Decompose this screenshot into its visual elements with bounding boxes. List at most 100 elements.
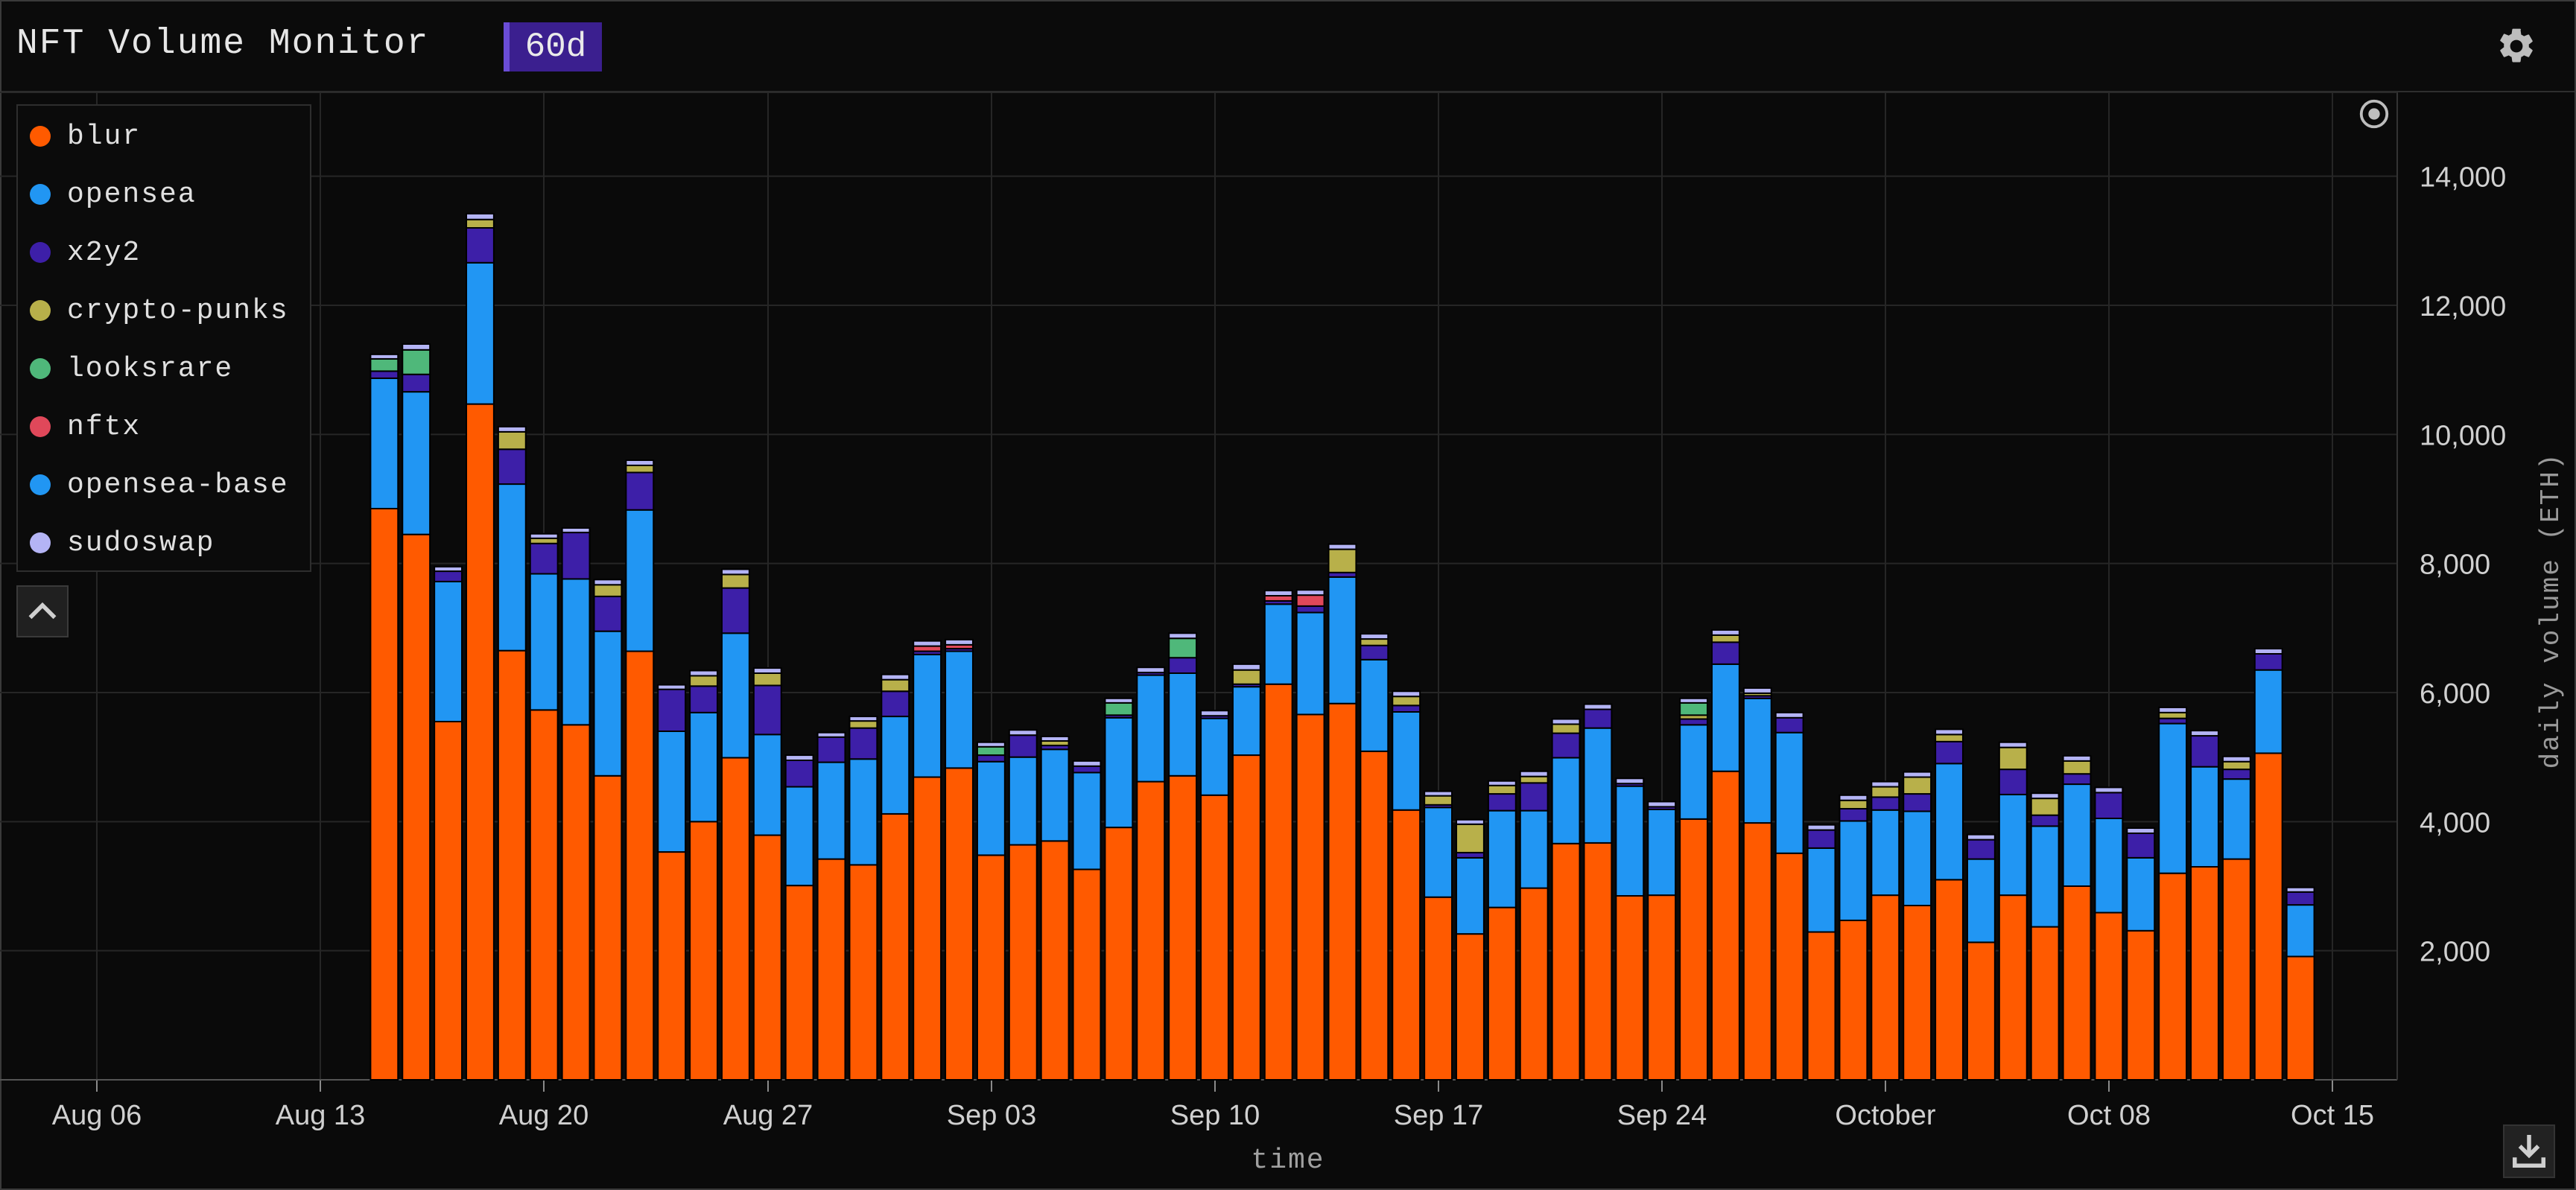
bar-sudoswap [1487,780,1517,786]
bar-blur [2158,872,2188,1081]
legend-item-x2y2[interactable]: x2y2 [30,234,141,271]
bar-x2y2 [2062,773,2092,786]
gear-icon[interactable] [2496,25,2537,67]
bar-x2y2 [2253,653,2283,671]
bar-opensea [657,731,687,853]
legend-item-nftx[interactable]: nftx [30,408,141,445]
legend-label: blur [67,120,142,153]
bar-opensea [497,483,527,652]
bar-blur [1424,896,1453,1081]
legend-item-blur[interactable]: blur [30,118,141,155]
bar-crypto-punks [466,218,495,229]
bar-blur [466,403,495,1081]
bar-opensea [752,734,782,836]
legend-item-looksrare[interactable]: looksrare [30,350,233,387]
bar-looksrare [369,357,399,372]
bar-crypto-punks [848,720,878,729]
bar-blur [945,767,974,1081]
bar-crypto-punks [1871,786,1900,798]
bar-sudoswap [2126,827,2156,834]
bar-x2y2 [402,373,431,393]
bar-opensea [1136,674,1166,783]
download-button[interactable] [2503,1124,2555,1178]
x-tick-label: Sep 24 [1617,1100,1707,1131]
bar-x2y2 [1871,796,1900,811]
x-axis-title: time [1251,1145,1325,1177]
bar-sudoswap [913,640,942,647]
bar-x2y2 [2094,792,2124,819]
bar-blur [657,851,687,1081]
target-icon[interactable] [2357,97,2391,131]
bar-x2y2 [1551,732,1581,759]
x-tick-label: October [1835,1100,1936,1131]
bar-crypto-punks [2062,760,2092,775]
legend-label: sudoswap [67,526,215,559]
bar-sudoswap [1360,633,1389,640]
collapse-legend-button[interactable] [16,585,69,637]
bar-blur [593,774,623,1081]
x-tick-label: Oct 08 [2067,1100,2151,1131]
bar-blur [720,757,750,1081]
bar-opensea [2190,766,2219,868]
bar-sudoswap [466,212,495,220]
bar-sudoswap [434,566,463,573]
bar-opensea [2094,818,2124,914]
bar-x2y2 [1839,808,1868,822]
bar-blur [1104,827,1134,1081]
bar-crypto-punks [752,672,782,687]
bar-blur [689,821,718,1081]
bar-sudoswap [2030,792,2060,800]
y-tick-label: 4,000 [2420,807,2490,839]
bar-blur [1711,770,1740,1081]
bar-opensea [881,716,910,815]
bar-opensea [2158,722,2188,874]
bar-sudoswap [2158,706,2188,713]
y-tick-label: 6,000 [2420,678,2490,710]
bar-x2y2 [1966,839,1996,860]
bar-opensea [848,758,878,866]
bar-x2y2 [816,736,846,763]
bar-sudoswap [593,579,623,586]
bar-blur [1008,844,1038,1081]
bar-crypto-punks [1519,775,1549,784]
bar-sudoswap [1295,589,1325,596]
bar-opensea [1903,810,1932,907]
bar-opensea [1040,748,1070,842]
legend-item-opensea[interactable]: opensea [30,176,197,213]
x-tick-label: Sep 17 [1394,1100,1483,1131]
bar-x2y2 [1168,657,1198,675]
bar-sudoswap [369,353,399,360]
bar-sudoswap [1615,777,1645,785]
bar-opensea [2062,783,2092,887]
bar-crypto-punks [1711,634,1740,643]
bar-sudoswap [1551,718,1581,725]
legend-item-crypto-punks[interactable]: crypto-punks [30,292,289,329]
bar-blur [1583,841,1613,1081]
bar-opensea [2285,904,2315,958]
bar-opensea [2253,669,2283,754]
bar-opensea [1742,697,1772,824]
bar-sudoswap [529,532,559,539]
bar-opensea [1839,820,1868,921]
legend-swatch [30,126,51,147]
time-range-badge[interactable]: 60d [504,22,602,71]
bar-opensea [369,377,399,509]
legend-swatch [30,474,51,495]
legend-swatch [30,358,51,379]
legend-item-sudoswap[interactable]: sudoswap [30,524,215,561]
bar-blur [2126,929,2156,1081]
bar-looksrare [976,745,1006,757]
bar-blur [1903,905,1932,1081]
legend-item-opensea-base[interactable]: opensea-base [30,466,289,503]
bar-blur [1200,794,1229,1081]
bar-crypto-punks [1392,696,1421,707]
bar-crypto-punks [1998,746,2028,771]
bar-blur [881,812,910,1081]
bar-blur [561,724,591,1081]
bar-sudoswap [497,425,527,433]
bar-blur [1487,906,1517,1081]
bar-sudoswap [1104,697,1134,704]
x-tick-label: Aug 06 [52,1100,142,1131]
bar-opensea [1774,731,1804,854]
bar-blur [1040,840,1070,1081]
